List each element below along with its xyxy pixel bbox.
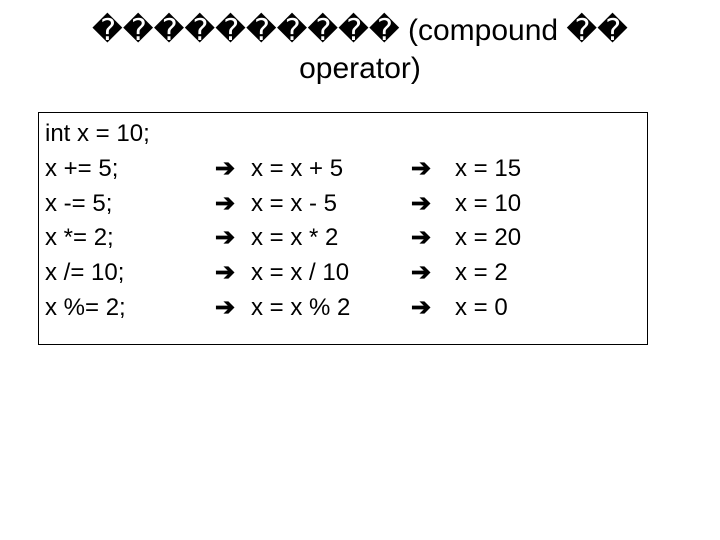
- arrow-icon: ➔: [215, 291, 251, 326]
- result-cell: x = 10: [447, 187, 641, 222]
- arrow-icon: ➔: [411, 152, 447, 187]
- code-example-box: int x = 10; x += 5; ➔ x = x + 5 ➔ x = 15…: [38, 112, 648, 345]
- arrow-icon: ➔: [215, 221, 251, 256]
- slide-title-line2: operator): [0, 50, 720, 88]
- result-cell: x = 15: [447, 152, 641, 187]
- stmt-cell: x -= 5;: [45, 187, 215, 222]
- arrow-icon: ➔: [411, 187, 447, 222]
- expand-cell: x = x / 10: [251, 256, 411, 291]
- result-cell: x = 0: [447, 291, 641, 326]
- arrow-icon: ➔: [411, 221, 447, 256]
- table-row: x -= 5; ➔ x = x - 5 ➔ x = 10: [45, 187, 641, 222]
- arrow-icon: ➔: [411, 256, 447, 291]
- arrow-icon: ➔: [215, 152, 251, 187]
- stmt-cell: x /= 10;: [45, 256, 215, 291]
- slide-title-line1: ���������� (compound ��: [0, 0, 720, 50]
- table-row: x += 5; ➔ x = x + 5 ➔ x = 15: [45, 152, 641, 187]
- arrow-icon: ➔: [215, 187, 251, 222]
- arrow-icon: ➔: [215, 256, 251, 291]
- expand-cell: x = x * 2: [251, 221, 411, 256]
- expand-cell: x = x + 5: [251, 152, 411, 187]
- table-row: x /= 10; ➔ x = x / 10 ➔ x = 2: [45, 256, 641, 291]
- expand-cell: x = x - 5: [251, 187, 411, 222]
- stmt-cell: x += 5;: [45, 152, 215, 187]
- result-cell: x = 20: [447, 221, 641, 256]
- stmt-cell: x *= 2;: [45, 221, 215, 256]
- result-cell: x = 2: [447, 256, 641, 291]
- stmt-cell: x %= 2;: [45, 291, 215, 326]
- table-row: x *= 2; ➔ x = x * 2 ➔ x = 20: [45, 221, 641, 256]
- expand-cell: x = x % 2: [251, 291, 411, 326]
- table-row: x %= 2; ➔ x = x % 2 ➔ x = 0: [45, 291, 641, 326]
- arrow-icon: ➔: [411, 291, 447, 326]
- declaration-line: int x = 10;: [45, 117, 641, 152]
